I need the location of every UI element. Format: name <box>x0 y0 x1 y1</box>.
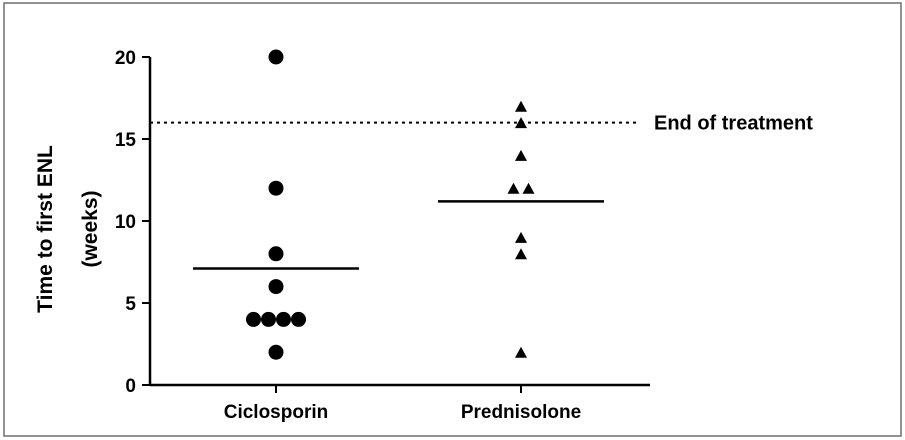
prednisolone-point <box>515 100 527 112</box>
ciclosporin-point <box>268 344 284 360</box>
prednisolone-point <box>515 231 527 243</box>
prednisolone-point <box>515 248 527 260</box>
x-tick-label: Prednisolone <box>461 402 581 423</box>
y-axis-title-line-1: Time to first ENL <box>34 145 57 313</box>
prednisolone-point <box>522 182 535 194</box>
y-tick-label: 20 <box>115 48 136 69</box>
prednisolone-point <box>515 346 527 358</box>
prednisolone-point <box>507 182 520 194</box>
y-axis-title-line-2: (weeks) <box>79 190 102 267</box>
ciclosporin-point <box>268 246 284 262</box>
ciclosporin-point <box>276 311 291 327</box>
y-tick-label: 15 <box>115 130 137 151</box>
y-tick-label: 10 <box>115 212 136 233</box>
prednisolone-point <box>515 149 527 161</box>
reference-line-group: End of treatment <box>150 113 813 135</box>
y-tick-label: 5 <box>125 294 136 315</box>
end-of-treatment-label: End of treatment <box>654 113 813 135</box>
axes: 0 5 10 15 20 Ciclosporin Prednisolone <box>115 48 650 423</box>
ciclosporin-point <box>246 311 261 327</box>
ciclosporin-point <box>268 49 284 65</box>
prednisolone-point <box>515 117 527 129</box>
chart-frame <box>3 2 902 437</box>
data-points <box>246 49 535 360</box>
mean-lines <box>193 200 604 270</box>
ciclosporin-point <box>261 311 276 327</box>
ciclosporin-point <box>268 279 284 295</box>
ciclosporin-point <box>268 180 284 196</box>
x-tick-label: Ciclosporin <box>224 402 329 423</box>
y-tick-label: 0 <box>125 376 136 397</box>
ciclosporin-point <box>291 311 306 327</box>
